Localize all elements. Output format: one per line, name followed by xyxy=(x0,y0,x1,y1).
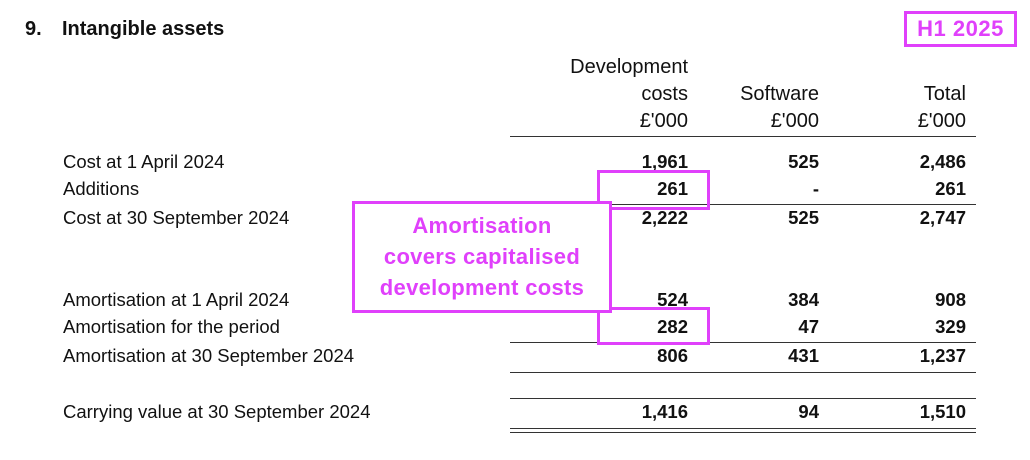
cell-dev-additions: 261 xyxy=(657,178,688,199)
row-label-additions: Additions xyxy=(63,178,140,199)
cell-dev-amortisation-opening: 524 xyxy=(657,289,688,310)
row-label-amortisation-opening: Amortisation at 1 April 2024 xyxy=(63,289,290,310)
cell-dev-carrying-value: 1,416 xyxy=(641,401,688,422)
amortisation-total-rule xyxy=(510,372,976,373)
carrying-value-top-rule xyxy=(510,398,976,399)
row-label-amortisation-period: Amortisation for the period xyxy=(63,316,280,337)
double-underline-top xyxy=(510,428,976,429)
period-tag: H1 2025 xyxy=(904,11,1017,47)
highlight-additions-box xyxy=(597,170,710,210)
column-header-development: Development costs £'000 xyxy=(570,56,688,132)
section-number: 9. xyxy=(25,18,42,40)
row-label-amortisation-closing: Amortisation at 30 September 2024 xyxy=(63,345,355,366)
row-label-carrying-value: Carrying value at 30 September 2024 xyxy=(63,401,371,422)
cell-total-cost-opening: 2,486 xyxy=(919,151,966,172)
cell-total-amortisation-opening: 908 xyxy=(935,289,966,310)
cell-total-cost-closing: 2,747 xyxy=(919,207,966,228)
cell-total-additions: 261 xyxy=(935,178,966,199)
double-underline-bottom xyxy=(510,432,976,433)
row-label-cost-opening: Cost at 1 April 2024 xyxy=(63,151,225,172)
column-header-software: Software £'000 xyxy=(740,83,819,132)
cell-dev-amortisation-closing: 806 xyxy=(657,345,688,366)
cell-software-cost-opening: 525 xyxy=(788,151,819,172)
row-label-cost-closing: Cost at 30 September 2024 xyxy=(63,207,290,228)
cell-total-amortisation-period: 329 xyxy=(935,316,966,337)
section-heading: 9. Intangible assets xyxy=(25,18,224,41)
amortisation-subtotal-rule xyxy=(510,342,976,343)
cell-software-cost-closing: 525 xyxy=(788,207,819,228)
header-rule xyxy=(510,136,976,137)
cell-software-amortisation-period: 47 xyxy=(798,316,819,337)
column-header-total: Total £'000 xyxy=(917,83,966,132)
highlight-amortisation-box xyxy=(597,307,710,345)
cell-software-amortisation-opening: 384 xyxy=(788,289,819,310)
cell-total-carrying-value: 1,510 xyxy=(919,401,966,422)
cell-total-amortisation-closing: 1,237 xyxy=(919,345,966,366)
cell-software-additions: - xyxy=(812,178,819,199)
cell-software-carrying-value: 94 xyxy=(798,401,819,422)
cell-dev-cost-opening: 1,961 xyxy=(641,151,688,172)
cell-dev-cost-closing: 2,222 xyxy=(641,207,688,228)
annotation-callout: Amortisation covers capitalised developm… xyxy=(352,201,612,313)
cell-dev-amortisation-period: 282 xyxy=(657,316,688,337)
cell-software-amortisation-closing: 431 xyxy=(788,345,819,366)
cost-subtotal-rule xyxy=(510,204,976,205)
section-title: Intangible assets xyxy=(62,18,225,40)
